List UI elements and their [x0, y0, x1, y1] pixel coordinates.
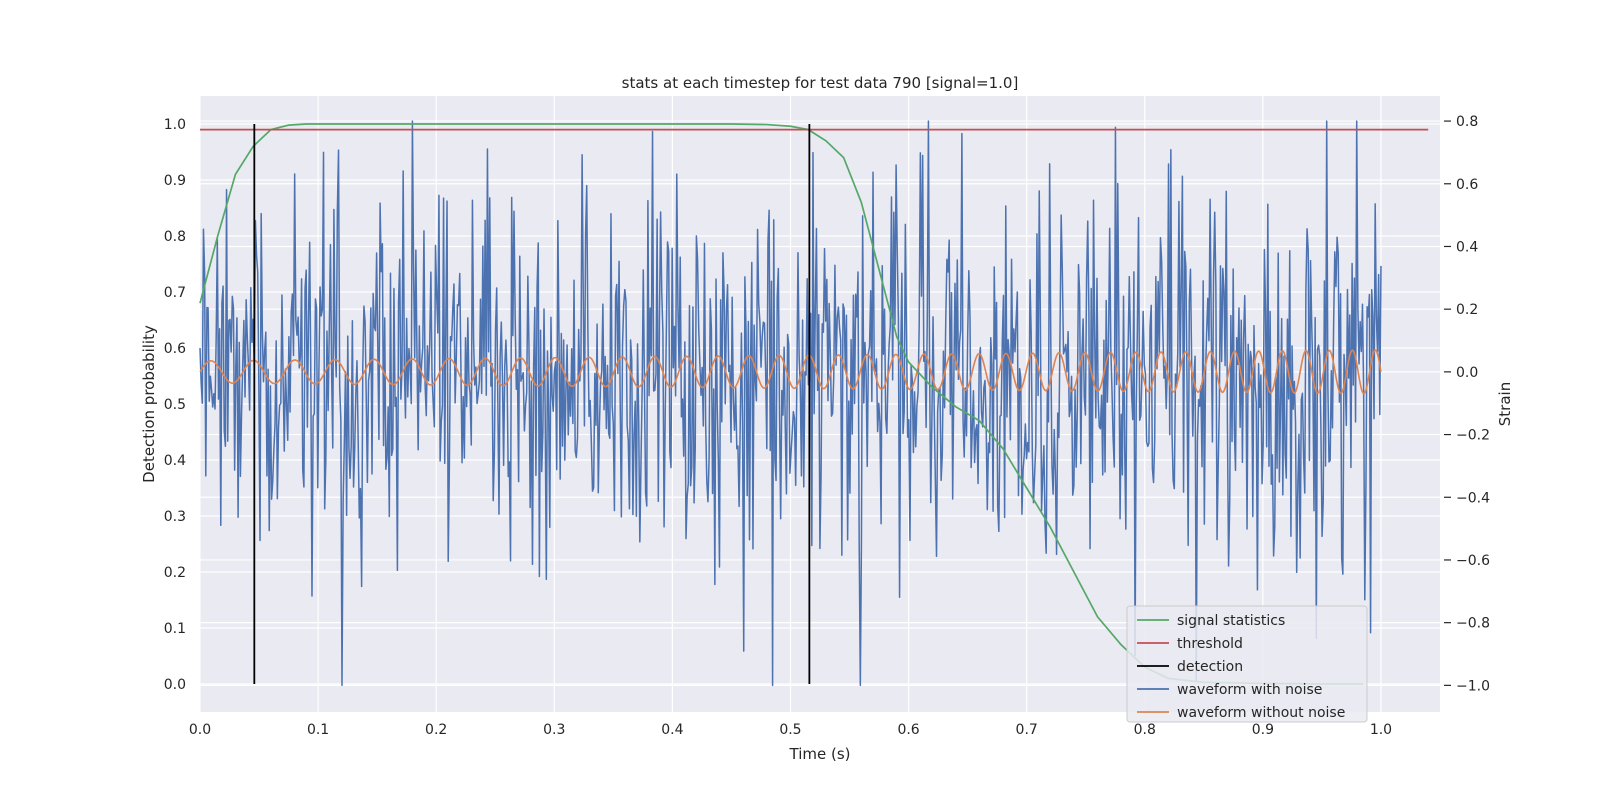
y-tick-label: 0.8	[164, 229, 186, 245]
y-axis-label: Detection probability	[140, 325, 158, 483]
y2-tick-label: 0.8	[1456, 114, 1478, 130]
y-tick-label: 1.0	[164, 117, 186, 133]
y2-tick-label: 0.4	[1456, 239, 1478, 255]
legend-label: waveform with noise	[1177, 682, 1322, 698]
legend-label: threshold	[1177, 636, 1243, 652]
x-tick-label: 0.7	[1016, 722, 1038, 738]
chart-title: stats at each timestep for test data 790…	[622, 74, 1019, 92]
x-tick-label: 0.4	[661, 722, 683, 738]
axes: 0.0 0.1 0.2 0.3 0.4 0.5 0.6 0.7 0.8 0.9 1.0 0.0 0.1 0…	[164, 114, 1490, 738]
legend: signal statistics threshold detection wavef…	[1126, 605, 1368, 723]
y-tick-label: 0.2	[164, 565, 186, 581]
series-waveform-with-noise	[199, 120, 1382, 687]
y2-tick-label: 0.2	[1456, 302, 1478, 318]
y2-axis-label: Strain	[1496, 382, 1514, 426]
y-tick-label: 0.0	[164, 677, 186, 693]
x-tick-label: 0.6	[897, 722, 919, 738]
x-axis-label: Time (s)	[789, 745, 851, 763]
y-tick-label: 0.5	[164, 397, 186, 413]
y2-tick-label: 0.0	[1456, 365, 1478, 381]
y2-tick-label: 0.6	[1456, 177, 1478, 193]
y-tick-label: 0.9	[164, 173, 186, 189]
y-tick-label: 0.1	[164, 621, 186, 637]
y-tick-label: 0.3	[164, 509, 186, 525]
x-tick-label: 0.5	[779, 722, 801, 738]
x-tick-label: 0.2	[425, 722, 447, 738]
y-tick-label: 0.6	[164, 341, 186, 357]
legend-label: waveform without noise	[1177, 705, 1345, 721]
y2-tick-label: −1.0	[1456, 678, 1490, 694]
y2-tick-label: −0.4	[1456, 490, 1490, 506]
y2-tick-label: −0.2	[1456, 428, 1490, 444]
legend-box	[1126, 605, 1368, 723]
x-tick-label: 0.0	[189, 722, 211, 738]
x-tick-label: 0.1	[307, 722, 329, 738]
y-tick-label: 0.4	[164, 453, 186, 469]
x-tick-label: 1.0	[1370, 722, 1392, 738]
x-tick-label: 0.9	[1252, 722, 1274, 738]
x-tick-label: 0.3	[543, 722, 565, 738]
x-tick-label: 0.8	[1134, 722, 1156, 738]
legend-label: detection	[1177, 659, 1243, 675]
series-waveform-without-noise	[199, 349, 1382, 395]
y2-tick-label: −0.6	[1456, 553, 1490, 569]
legend-label: signal statistics	[1177, 613, 1285, 629]
y2-tick-label: −0.8	[1456, 616, 1490, 632]
y-tick-label: 0.7	[164, 285, 186, 301]
